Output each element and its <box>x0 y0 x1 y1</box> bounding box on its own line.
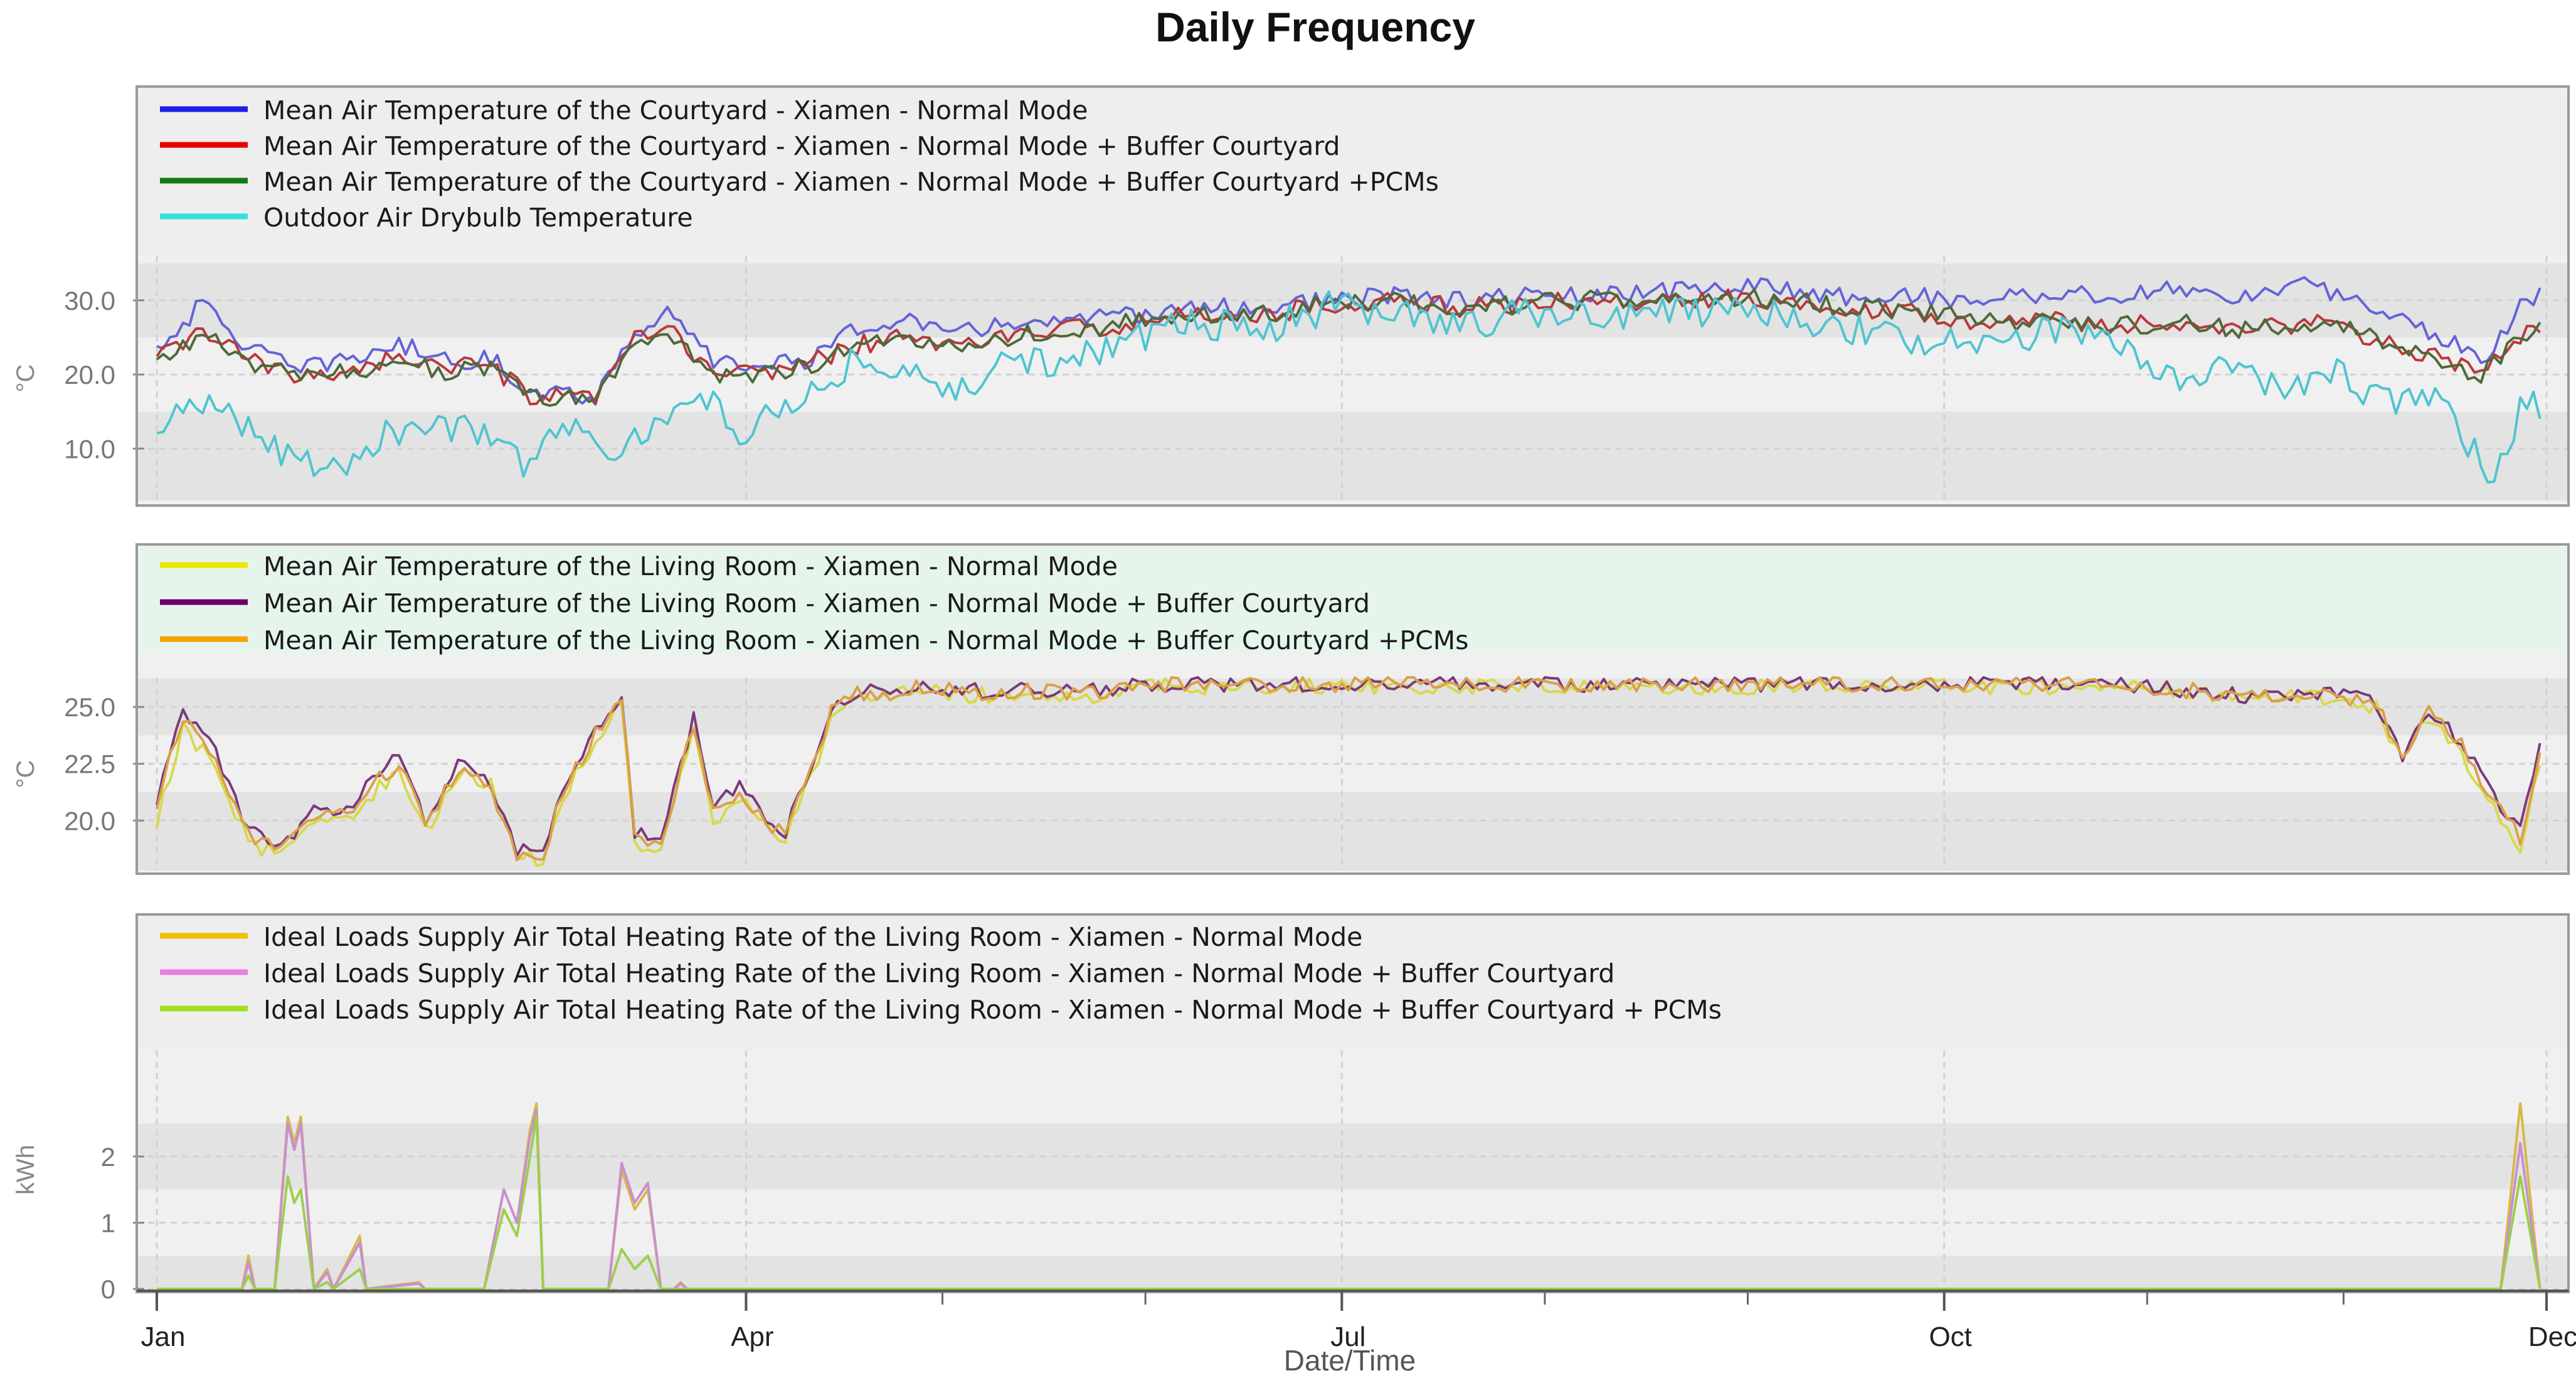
legend-entry: Mean Air Temperature of the Living Room … <box>263 588 1370 618</box>
y-axis-label: kWh <box>12 1145 40 1195</box>
y-tick-label: 30.0 <box>64 286 115 315</box>
series-line-3 <box>156 288 2542 407</box>
panel-frame <box>135 543 2570 875</box>
x-axis-label: Date/Time <box>1284 1344 1416 1377</box>
y-tick-label: 2 <box>101 1142 115 1172</box>
panel-frame <box>135 85 2570 507</box>
legend-entry: Mean Air Temperature of the Living Room … <box>263 625 1468 655</box>
y-band <box>137 792 2568 871</box>
chart-panel-1: 10.0 20.0 30.0 °C Mean Air Temperature of th… <box>12 85 2570 507</box>
y-axis-label: °C <box>12 364 40 393</box>
y-tick-label: 25.0 <box>64 692 115 722</box>
x-tick-label: Jul <box>1330 1322 1365 1352</box>
y-tick-label: 22.5 <box>64 750 115 779</box>
series-line-3 <box>157 1115 2542 1290</box>
series-line-3 <box>156 676 2542 862</box>
legend-background <box>138 89 2567 256</box>
chart-panel-2: 20.0 22.5 25.0 °C Mean Air Temperature of th… <box>12 543 2570 875</box>
legend-background <box>138 547 2567 652</box>
series-line-2 <box>156 288 2541 406</box>
legend-entry: Ideal Loads Supply Air Total Heating Rat… <box>263 922 1362 952</box>
legend-entry: Mean Air Temperature of the Courtyard - … <box>263 131 1340 161</box>
y-tick-label: 1 <box>101 1208 115 1237</box>
y-tick-label: 20.0 <box>64 806 115 835</box>
series-line-1 <box>156 276 2542 406</box>
legend-entry: Mean Air Temperature of the Courtyard - … <box>263 95 1088 125</box>
x-tick-label: Jan <box>141 1322 186 1352</box>
y-band <box>137 1256 2568 1289</box>
chart-title: Daily Frequency <box>1155 4 1475 50</box>
x-tick-label: Apr <box>731 1322 773 1352</box>
y-axis-label: °C <box>12 760 40 788</box>
legend-entry: Outdoor Air Drybulb Temperature <box>263 203 693 233</box>
legend-entry: Ideal Loads Supply Air Total Heating Rat… <box>263 958 1614 988</box>
y-band <box>137 411 2568 501</box>
y-tick-label: 20.0 <box>64 360 115 389</box>
legend-entry: Mean Air Temperature of the Living Room … <box>263 551 1118 581</box>
legend-entry: Mean Air Temperature of the Courtyard - … <box>263 167 1439 197</box>
y-tick-label: 0 <box>101 1274 115 1304</box>
y-tick-label: 10.0 <box>64 434 115 464</box>
chart-panel-3: 0 1 2 kWh Ideal Loads Supply Air Total Heati… <box>12 913 2570 1304</box>
x-tick-label: Dec <box>2528 1322 2576 1352</box>
legend-background <box>138 917 2567 1051</box>
series-line-4 <box>156 290 2542 484</box>
legend-entry: Ideal Loads Supply Air Total Heating Rat… <box>263 995 1722 1025</box>
x-tick-label: Oct <box>1929 1322 1971 1352</box>
